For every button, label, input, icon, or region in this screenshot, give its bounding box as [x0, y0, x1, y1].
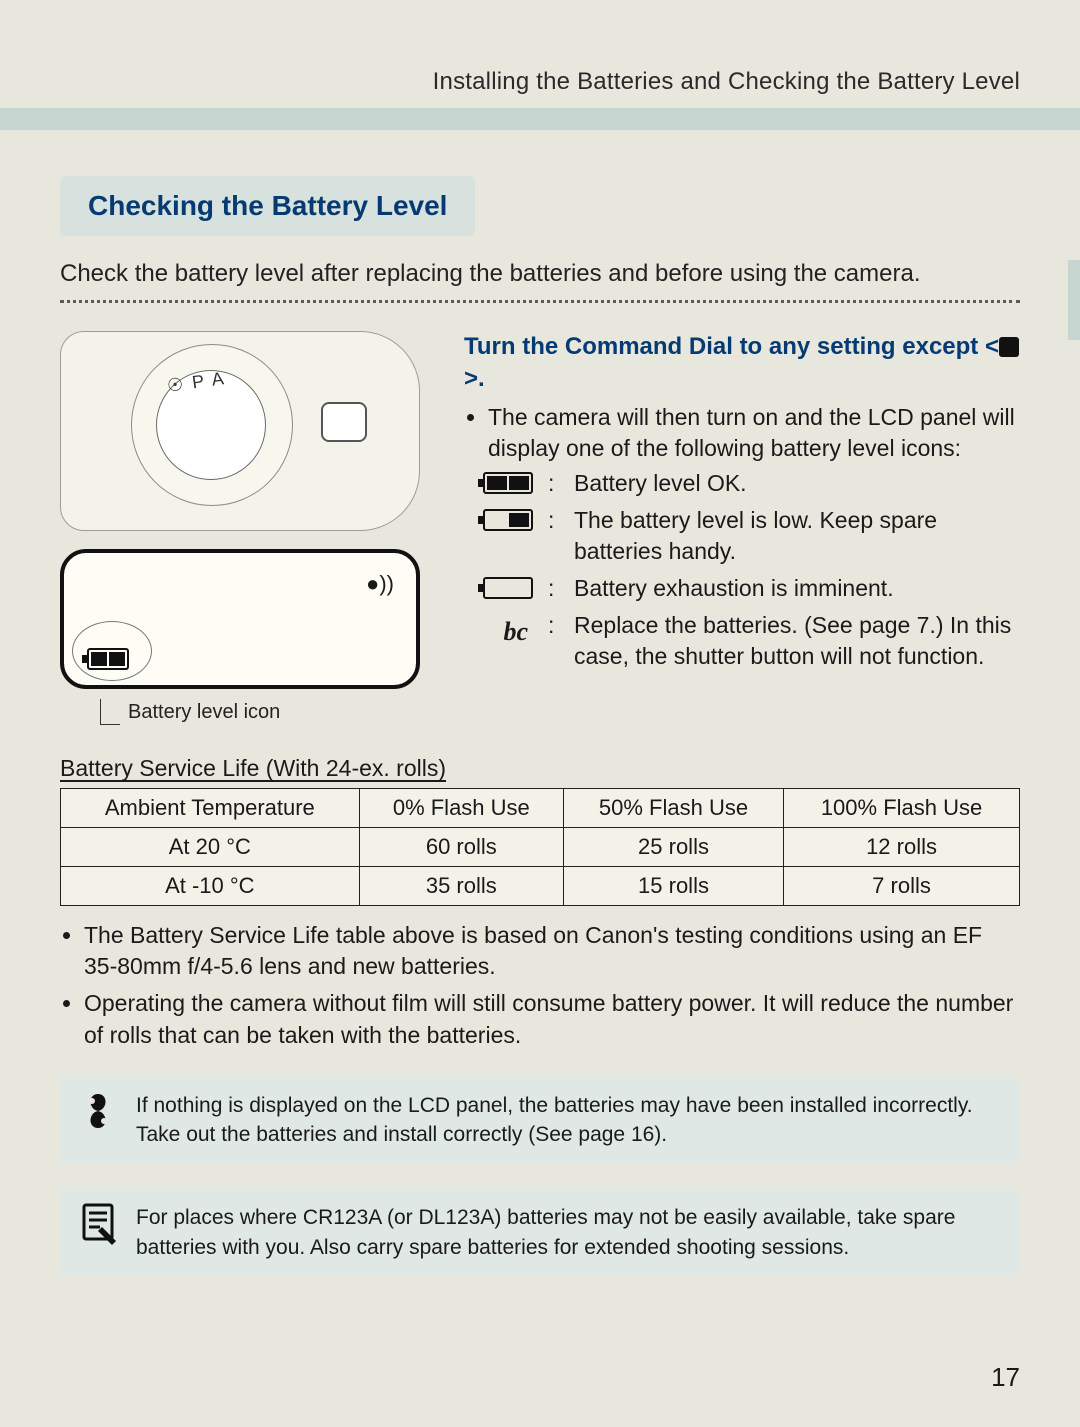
icon-full-text: Battery level OK.	[574, 468, 1020, 499]
icon-row-empty: : Battery exhaustion is imminent.	[464, 573, 1020, 604]
running-head: Installing the Batteries and Checking th…	[60, 50, 1020, 108]
icon-low-text: The battery level is low. Keep spare bat…	[574, 505, 1020, 567]
note-callout: For places where CR123A (or DL123A) batt…	[60, 1189, 1020, 1276]
icon-row-bc: bc : Replace the batteries. (See page 7.…	[464, 610, 1020, 672]
step-heading-pre: Turn the Command Dial to any setting exc…	[464, 333, 999, 360]
caption-row: Battery level icon	[60, 699, 440, 725]
table-row: At 20 °C 60 rolls 25 rolls 12 rolls	[61, 828, 1020, 867]
battery-low-icon	[464, 505, 534, 567]
step-heading: Turn the Command Dial to any setting exc…	[464, 331, 1020, 393]
table-header-row: Ambient Temperature 0% Flash Use 50% Fla…	[61, 789, 1020, 828]
page-number: 17	[991, 1362, 1020, 1393]
table-notes: The Battery Service Life table above is …	[60, 920, 1020, 1050]
section-title: Checking the Battery Level	[88, 190, 447, 222]
col-flash-0: 0% Flash Use	[359, 789, 563, 828]
warning-icon	[78, 1091, 118, 1131]
icon-bc-text: Replace the batteries. (See page 7.) In …	[574, 610, 1020, 672]
note-item: The Battery Service Life table above is …	[84, 920, 1020, 982]
battery-icon-list: : Battery level OK. : The battery level …	[464, 468, 1020, 672]
battery-service-life-table: Ambient Temperature 0% Flash Use 50% Fla…	[60, 788, 1020, 906]
sound-icon: ●))	[366, 571, 394, 597]
icon-row-low: : The battery level is low. Keep spare b…	[464, 505, 1020, 567]
icon-row-full: : Battery level OK.	[464, 468, 1020, 499]
warning-text: If nothing is displayed on the LCD panel…	[136, 1091, 1002, 1150]
bc-label: bc	[464, 610, 534, 672]
illustration-column: ☉ P A ●)) Battery level icon	[60, 331, 440, 725]
content-columns: ☉ P A ●)) Battery level icon	[60, 331, 1020, 725]
warning-callout: If nothing is displayed on the LCD panel…	[60, 1077, 1020, 1164]
section-title-box: Checking the Battery Level	[60, 176, 475, 236]
table-title: Battery Service Life (With 24-ex. rolls)	[60, 755, 1020, 782]
dotted-divider	[60, 300, 1020, 303]
battery-empty-icon	[464, 573, 534, 604]
step-bullet: The camera will then turn on and the LCD…	[488, 402, 1020, 464]
lock-icon	[999, 337, 1019, 357]
col-flash-50: 50% Flash Use	[563, 789, 783, 828]
note-text: For places where CR123A (or DL123A) batt…	[136, 1203, 1002, 1262]
note-item: Operating the camera without film will s…	[84, 988, 1020, 1050]
col-flash-100: 100% Flash Use	[784, 789, 1020, 828]
instruction-column: Turn the Command Dial to any setting exc…	[464, 331, 1020, 725]
callout-leader	[100, 699, 120, 725]
intro-text: Check the battery level after replacing …	[60, 258, 1020, 290]
step-bullets: The camera will then turn on and the LCD…	[464, 402, 1020, 464]
header-accent-bar	[0, 108, 1080, 130]
table-row: At -10 °C 35 rolls 15 rolls 7 rolls	[61, 867, 1020, 906]
command-dial-illustration: ☉ P A	[60, 331, 420, 531]
battery-level-icon	[82, 647, 132, 671]
lcd-panel-illustration: ●))	[60, 549, 420, 689]
col-ambient: Ambient Temperature	[61, 789, 360, 828]
illustration-caption: Battery level icon	[128, 701, 280, 724]
battery-full-icon	[464, 468, 534, 499]
icon-empty-text: Battery exhaustion is imminent.	[574, 573, 1020, 604]
note-icon	[78, 1203, 118, 1243]
manual-page: Installing the Batteries and Checking th…	[0, 0, 1080, 1427]
step-heading-post: >.	[464, 365, 485, 392]
side-tab	[1068, 260, 1080, 340]
